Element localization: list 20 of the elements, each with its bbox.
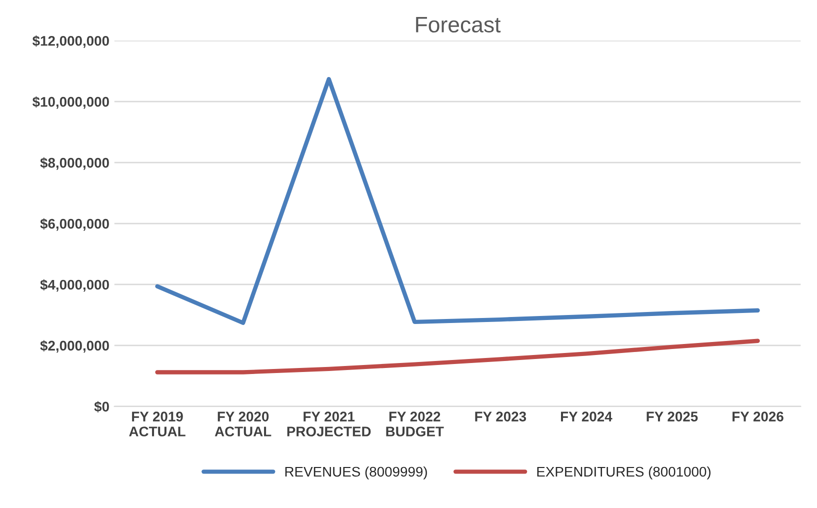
y-tick-label: $6,000,000 xyxy=(40,218,109,231)
x-tick-label: FY 2024 xyxy=(561,412,612,422)
x-tick-label: FY 2022 BUDGET xyxy=(386,412,444,436)
x-tick-label: FY 2021 PROJECTED xyxy=(287,412,371,436)
x-tick-label: FY 2026 xyxy=(732,412,784,422)
x-tick-label: FY 2019 ACTUAL xyxy=(129,412,186,436)
chart-title: Forecast xyxy=(416,17,501,33)
legend-label: EXPENDITURES (8001000) xyxy=(537,466,711,480)
y-tick-label: $2,000,000 xyxy=(40,340,109,353)
legend-label: REVENUES (8009999) xyxy=(285,466,427,480)
y-tick-label: $10,000,000 xyxy=(32,96,109,109)
y-tick-label: $4,000,000 xyxy=(40,279,109,292)
line-series xyxy=(155,338,760,374)
x-tick-label: FY 2025 xyxy=(646,412,698,422)
y-tick-label: $8,000,000 xyxy=(40,157,109,170)
y-tick-label: $0 xyxy=(94,401,109,412)
line-series xyxy=(155,76,760,325)
x-tick-label: FY 2023 xyxy=(475,412,526,422)
x-tick-label: FY 2020 ACTUAL xyxy=(214,412,272,436)
y-tick-label: $12,000,000 xyxy=(32,35,109,48)
